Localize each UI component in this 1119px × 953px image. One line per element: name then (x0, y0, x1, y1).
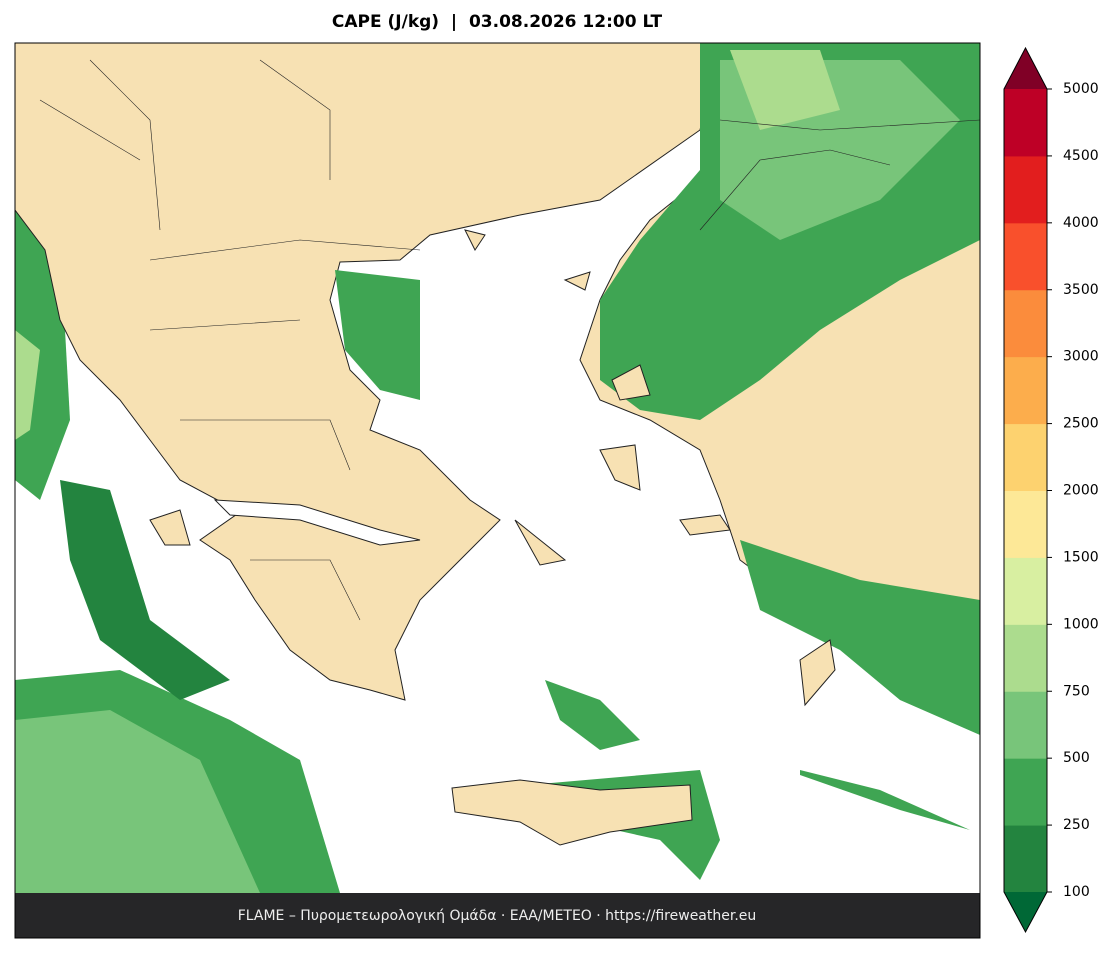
colorbar-tick-label: 4000 (1063, 215, 1099, 231)
colorbar-segment (1004, 825, 1047, 893)
map: FLAME – Πυρομετεωρολογική Ομάδα · ΕΑΑ/ME… (14, 42, 981, 939)
colorbar-segment (1004, 758, 1047, 826)
colorbar-tick-label: 2000 (1063, 483, 1099, 499)
colorbar: 100 250 500 750 1000 1500 2000 2500 3000 3500 4000… (1003, 46, 1099, 934)
colorbar-segment (1004, 289, 1047, 358)
colorbar-segment (1004, 423, 1047, 491)
colorbar-tick-label: 4500 (1063, 148, 1099, 164)
colorbar-under (1004, 892, 1047, 932)
colorbar-tick-label: 5000 (1063, 81, 1099, 97)
colorbar-segment (1004, 691, 1047, 759)
colorbar-tick-label: 250 (1063, 817, 1090, 833)
colorbar-segment (1004, 222, 1047, 291)
colorbar-segment (1004, 356, 1047, 425)
colorbar-segment (1004, 89, 1047, 157)
colorbar-tick-label: 1500 (1063, 549, 1099, 565)
colorbar-segment (1004, 490, 1047, 558)
colorbar-tick-label: 2500 (1063, 416, 1099, 432)
colorbar-segment (1004, 155, 1047, 224)
colorbar-tick-label: 750 (1063, 683, 1090, 699)
colorbar-tick-label: 3000 (1063, 349, 1099, 365)
colorbar-segment (1004, 557, 1047, 625)
colorbar-segment (1004, 624, 1047, 692)
colorbar-tick-label: 100 (1063, 884, 1090, 900)
map-title: CAPE (J/kg) | 03.08.2026 12:00 LT (332, 12, 663, 32)
colorbar-tick-label: 500 (1063, 750, 1090, 766)
colorbar-over (1004, 48, 1047, 89)
colorbar-tick-label: 3500 (1063, 282, 1099, 298)
colorbar-tick-label: 1000 (1063, 616, 1099, 632)
footer-credit: FLAME – Πυρομετεωρολογική Ομάδα · ΕΑΑ/ME… (238, 908, 757, 924)
